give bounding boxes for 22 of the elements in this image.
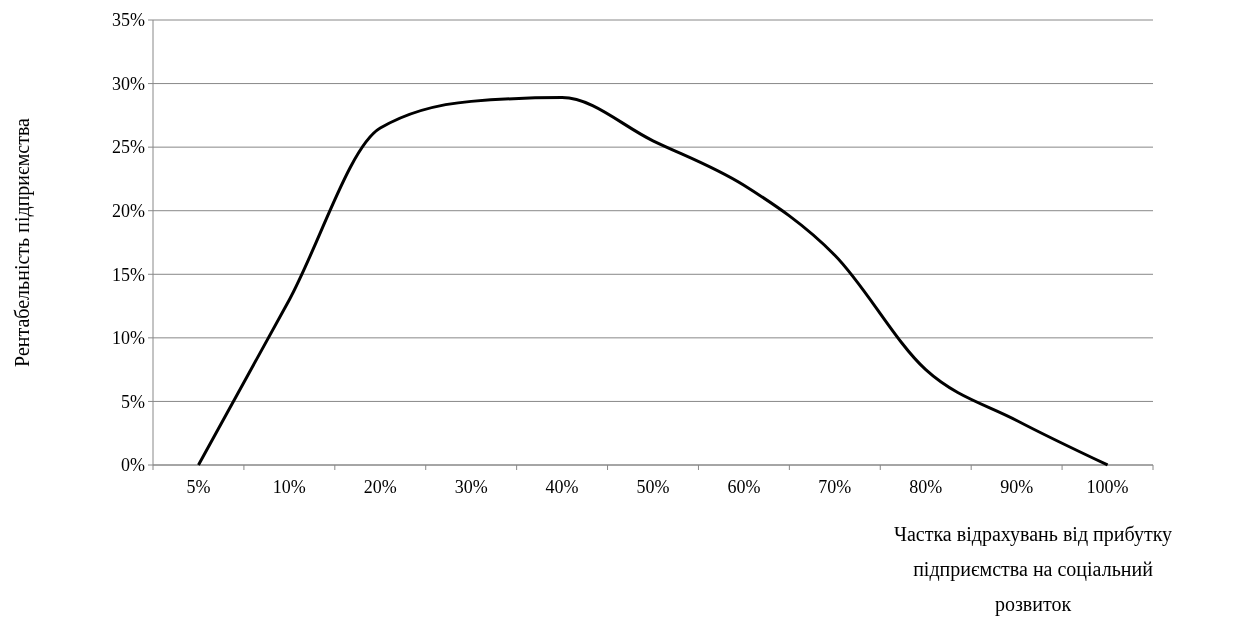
x-tick-label: 90% bbox=[1000, 477, 1034, 497]
x-axis-title: Частка відрахувань від прибутку підприємства на соціальний розвиток bbox=[893, 523, 1173, 616]
x-tick-label: 20% bbox=[363, 477, 397, 497]
x-tick-label: 100% bbox=[1086, 477, 1129, 497]
y-tick-label: 0% bbox=[121, 455, 145, 476]
x-tick-label: 70% bbox=[818, 477, 852, 497]
y-tick-label: 15% bbox=[112, 264, 145, 285]
x-tick-label: 50% bbox=[636, 477, 670, 497]
line-series bbox=[196, 96, 1110, 467]
y-tick-label: 20% bbox=[112, 201, 145, 222]
x-tick-label: 60% bbox=[727, 477, 761, 497]
y-tick-label: 35% bbox=[112, 10, 145, 31]
x-tick-label: 5% bbox=[186, 477, 211, 497]
y-tick-label: 25% bbox=[112, 137, 145, 158]
x-tick-label: 80% bbox=[909, 477, 943, 497]
y-tick-label: 10% bbox=[112, 328, 145, 349]
y-tick-label: 30% bbox=[112, 73, 145, 94]
x-tick-label: 30% bbox=[454, 477, 488, 497]
y-axis-title: Рентабельність підприємства bbox=[11, 117, 34, 367]
x-tick-label: 40% bbox=[545, 477, 579, 497]
y-tick-label: 5% bbox=[121, 391, 145, 412]
x-tick-label: 10% bbox=[272, 477, 306, 497]
